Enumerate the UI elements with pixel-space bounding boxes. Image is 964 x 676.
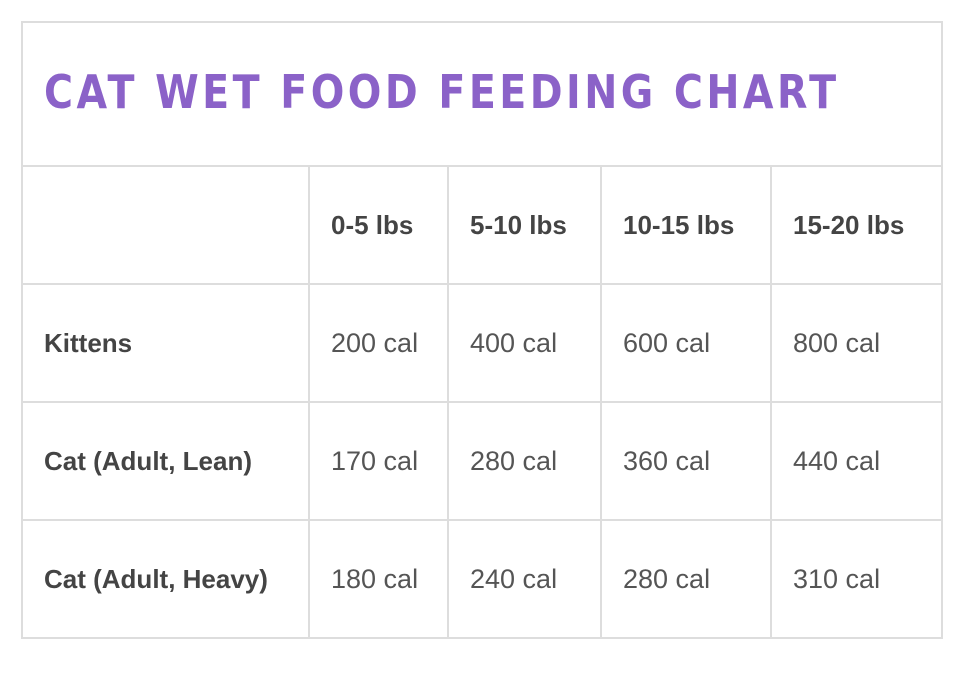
column-header: 5-10 lbs (447, 165, 602, 285)
feeding-chart-table: CAT WET FOOD FEEDING CHART 0-5 lbs 5-10 … (20, 21, 944, 639)
corner-cell (21, 165, 310, 285)
table-row: Cat (Adult, Heavy) 180 cal 240 cal 280 c… (21, 519, 944, 639)
table-cell: 240 cal (447, 519, 602, 639)
table-cell: 180 cal (308, 519, 449, 639)
chart-title: CAT WET FOOD FEEDING CHART (44, 65, 840, 119)
row-header: Cat (Adult, Heavy) (21, 519, 310, 639)
table-cell: 800 cal (769, 283, 944, 403)
table-cell: 400 cal (447, 283, 602, 403)
row-header: Cat (Adult, Lean) (21, 401, 310, 521)
table-cell: 280 cal (600, 519, 772, 639)
title-cell: CAT WET FOOD FEEDING CHART (20, 21, 944, 167)
table-cell: 310 cal (769, 519, 944, 639)
column-header: 10-15 lbs (600, 165, 772, 285)
table-cell: 170 cal (308, 401, 449, 521)
table-cell: 280 cal (447, 401, 602, 521)
table-row: Kittens 200 cal 400 cal 600 cal 800 cal (21, 283, 944, 403)
table-cell: 600 cal (600, 283, 772, 403)
row-header: Kittens (21, 283, 310, 403)
title-row: CAT WET FOOD FEEDING CHART (20, 21, 944, 167)
table-cell: 440 cal (769, 401, 944, 521)
table-cell: 200 cal (308, 283, 449, 403)
column-header: 0-5 lbs (308, 165, 449, 285)
table-cell: 360 cal (600, 401, 772, 521)
column-header: 15-20 lbs (769, 165, 944, 285)
table-row: Cat (Adult, Lean) 170 cal 280 cal 360 ca… (21, 401, 944, 521)
header-row: 0-5 lbs 5-10 lbs 10-15 lbs 15-20 lbs (21, 165, 944, 285)
